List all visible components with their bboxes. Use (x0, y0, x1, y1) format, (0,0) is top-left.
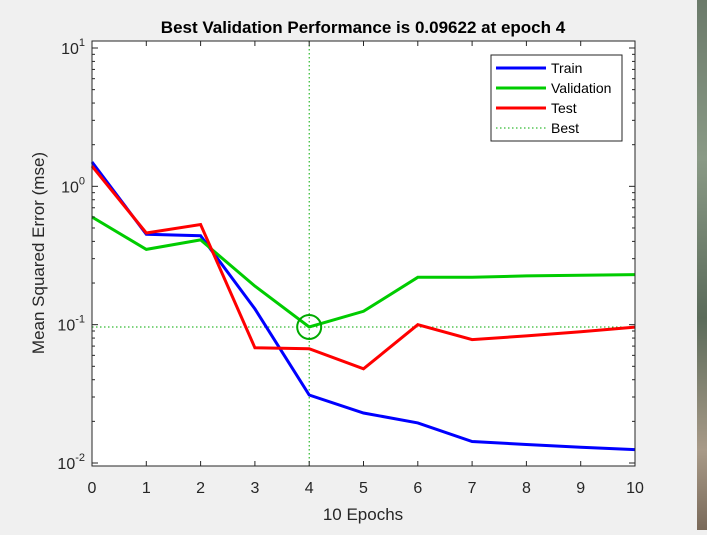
x-tick-label: 9 (576, 480, 585, 497)
x-tick-label: 4 (305, 480, 314, 497)
x-tick-label: 8 (522, 480, 531, 497)
x-tick-label: 2 (196, 480, 205, 497)
legend-label-best: Best (551, 120, 579, 136)
best-point-marker (296, 313, 323, 340)
x-tick-label: 1 (142, 480, 151, 497)
series-line-validation (91, 215, 636, 329)
series-line-test (90, 165, 636, 371)
x-axis-label: 10 Epochs (323, 505, 403, 524)
x-tick-label: 5 (359, 480, 368, 497)
series-line-train (90, 161, 636, 452)
y-tick-label: 100 (61, 175, 85, 196)
y-tick-label: 10-1 (57, 314, 85, 335)
y-axis-label: Mean Squared Error (mse) (29, 152, 48, 354)
legend-label-train: Train (551, 60, 582, 76)
figure-window: Best Validation Performance is 0.09622 a… (29, 18, 644, 524)
chart-title: Best Validation Performance is 0.09622 a… (161, 18, 566, 37)
y-tick-label: 10-2 (57, 452, 85, 473)
x-tick-label: 10 (626, 480, 644, 497)
x-tick-label: 0 (88, 480, 97, 497)
x-tick-label: 7 (468, 480, 477, 497)
x-tick-label: 6 (413, 480, 422, 497)
legend-label-validation: Validation (551, 80, 611, 96)
x-tick-label: 3 (250, 480, 259, 497)
legend-label-test: Test (551, 100, 577, 116)
y-tick-label: 101 (61, 37, 85, 58)
background-edge (697, 0, 707, 530)
performance-chart: Best Validation Performance is 0.09622 a… (29, 18, 644, 524)
